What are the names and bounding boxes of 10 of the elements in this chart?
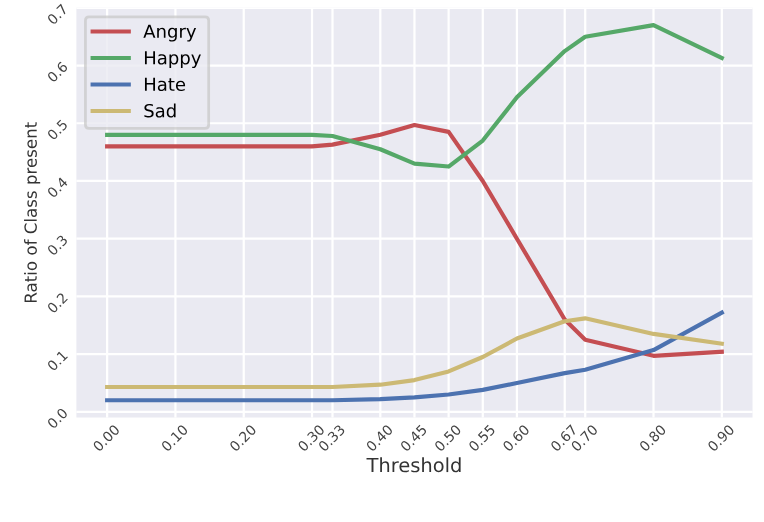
legend-label: Hate [144,77,186,92]
y-axis-title: Ratio of Class present [24,122,41,303]
line-series [105,122,724,358]
legend-label: Sad [144,103,176,118]
line-series [105,23,724,169]
legend-label: Happy [144,51,201,69]
legend-label: Angry [143,24,197,42]
x-axis-title: Threshold [366,457,461,473]
line-series [105,316,724,390]
line-series [105,310,724,403]
